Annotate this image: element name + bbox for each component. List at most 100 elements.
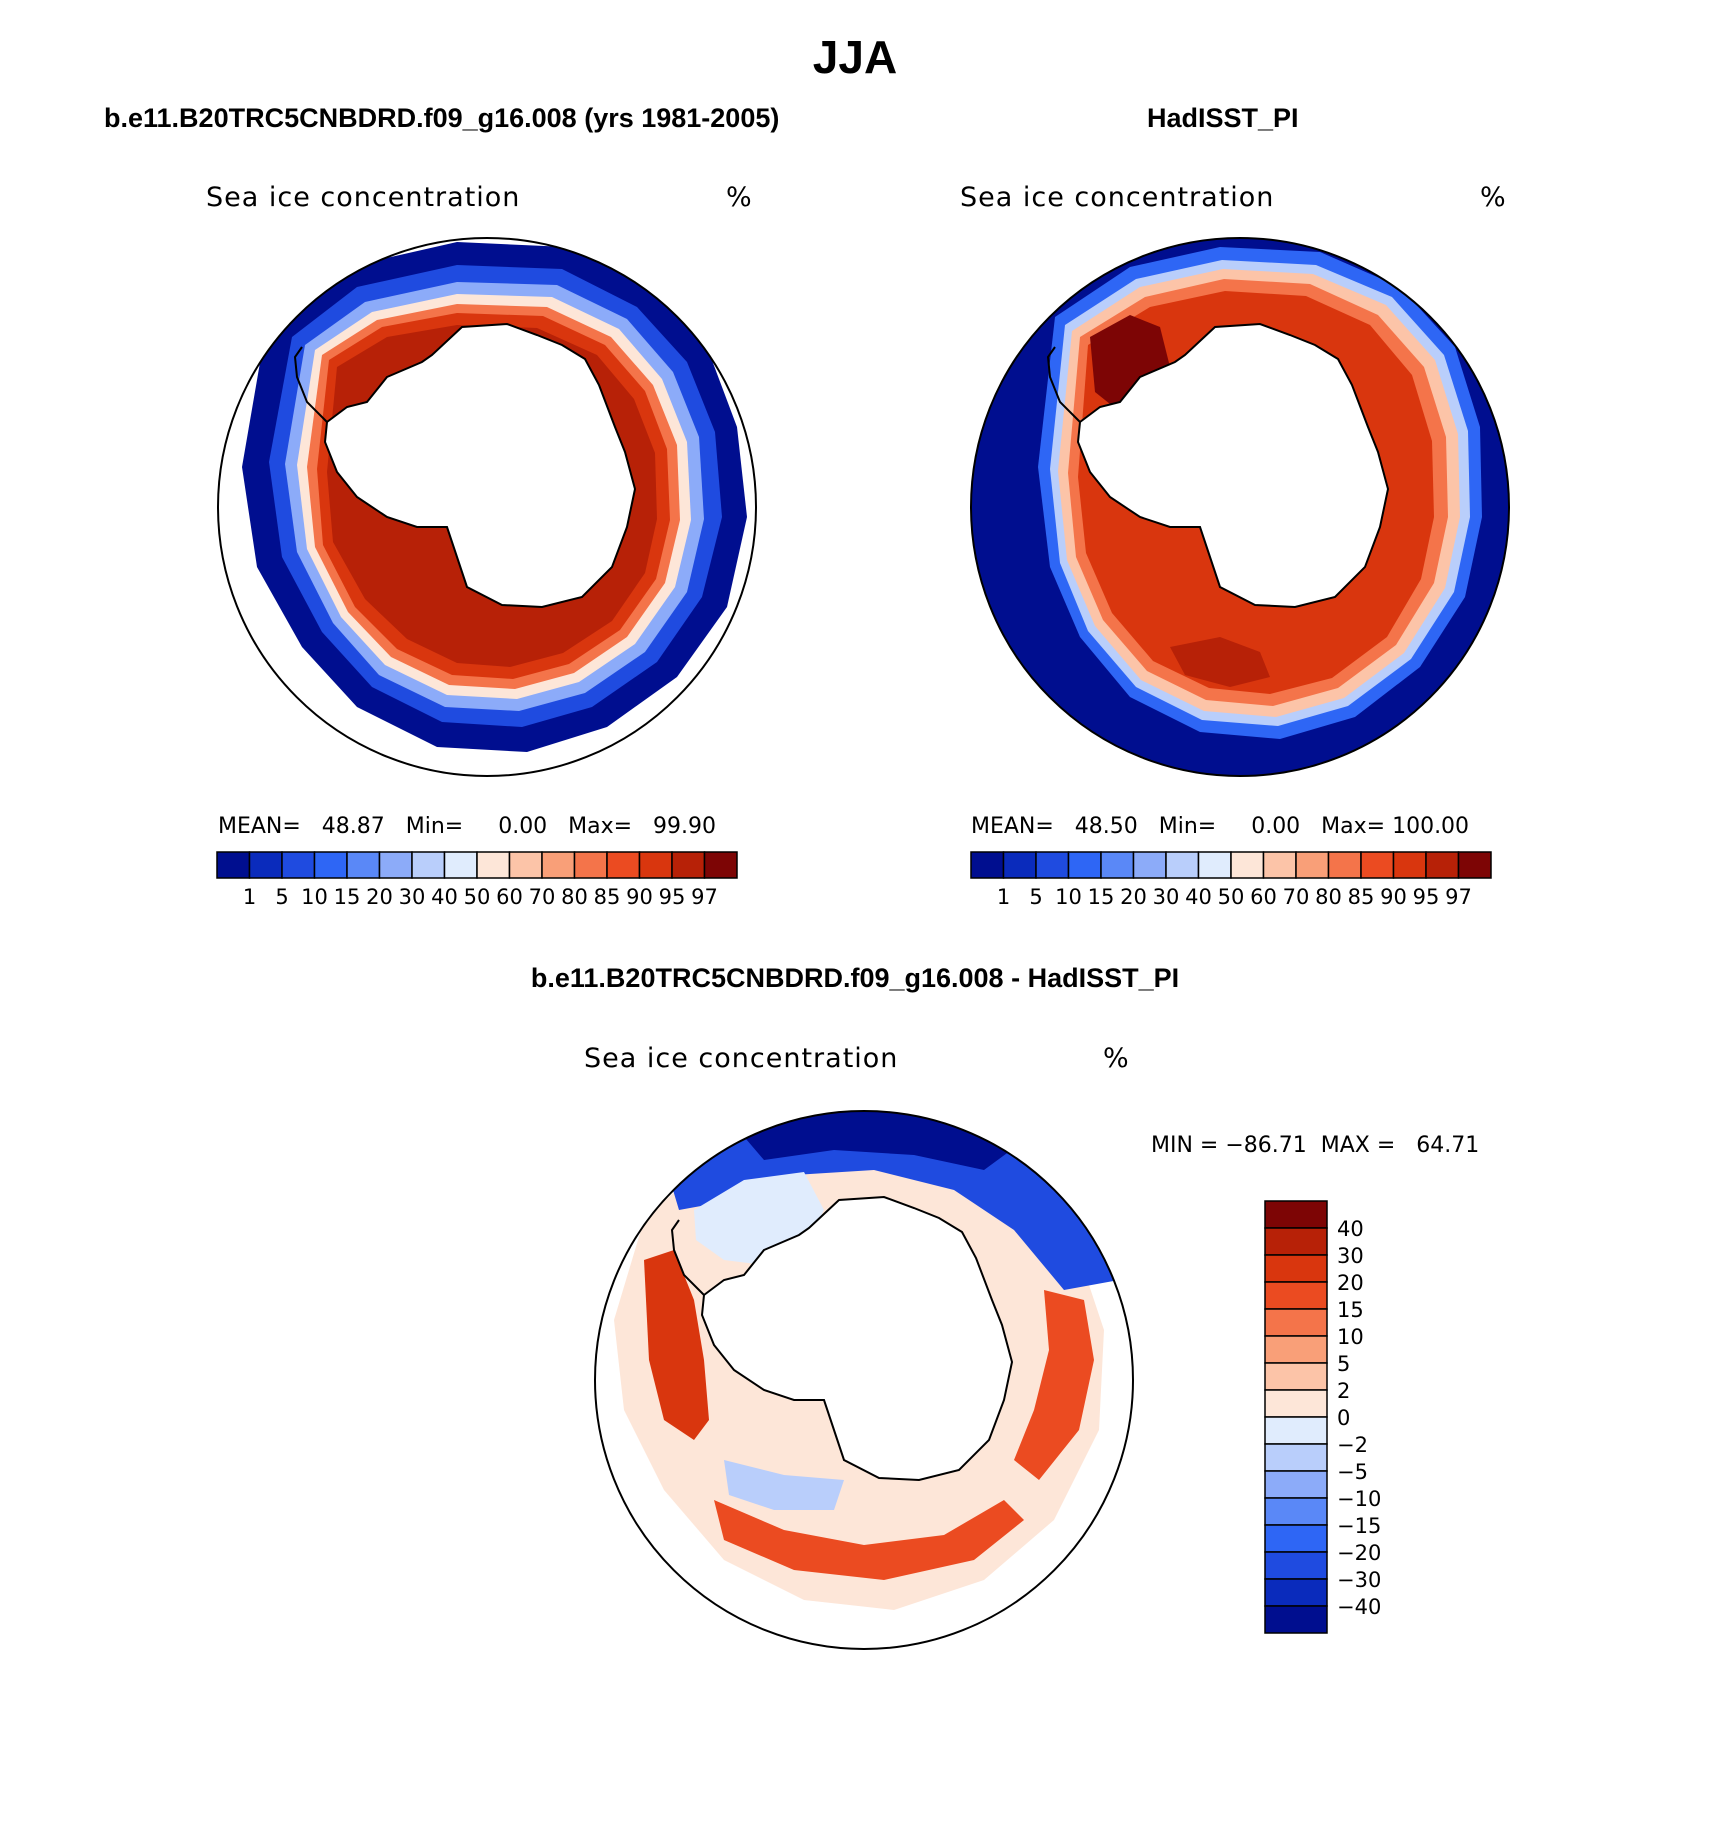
left-colorbar-tick-label: 5: [275, 885, 288, 909]
right-panel-title: HadISST_PI: [1147, 103, 1299, 133]
diff-ross-light: [724, 1460, 844, 1510]
right-colorbar-box-2: [1035, 851, 1070, 879]
left-colorbar-tick-label: 30: [399, 885, 426, 909]
right-colorbar-box-8: [1230, 851, 1265, 879]
diff-positive-south: [714, 1500, 1024, 1580]
left-colorbar-tick-label: 85: [594, 885, 621, 909]
left-colorbar-box-1: [248, 851, 283, 879]
left-polar-map: [217, 237, 757, 777]
diff-colorbar-box-1: [1264, 1227, 1328, 1256]
right-colorbar-box-14: [1425, 851, 1460, 879]
diff-positive-east: [1014, 1290, 1094, 1480]
diff-colorbar-box-9: [1264, 1443, 1328, 1472]
left-colorbar-tick-label: 15: [334, 885, 361, 909]
diff-colorbar-box-14: [1264, 1578, 1328, 1607]
right-colorbar-box-4: [1100, 851, 1135, 879]
left-colorbar: 1 5 10 15 20 30 40 50 60 70 80 85 90 95 97: [216, 851, 738, 909]
right-antarctica-continent: [1076, 322, 1390, 609]
left-field-name: Sea ice concentration: [206, 182, 521, 213]
right-colorbar-box-9: [1262, 851, 1297, 879]
left-colorbar-tick-label: 20: [366, 885, 393, 909]
diff-colorbar-tick-label: 10: [1337, 1325, 1364, 1349]
diff-colorbar-box-2: [1264, 1254, 1328, 1283]
left-colorbar-tick-label: 40: [431, 885, 458, 909]
left-colorbar-tick-label: 50: [464, 885, 491, 909]
right-field-name: Sea ice concentration: [960, 182, 1275, 213]
left-colorbar-box-10: [541, 851, 576, 879]
right-colorbar-box-6: [1165, 851, 1200, 879]
left-colorbar-box-14: [671, 851, 706, 879]
diff-colorbar-tick-label: −15: [1337, 1514, 1381, 1538]
left-colorbar-tick-label: 70: [529, 885, 556, 909]
right-colorbar-tick-label: 97: [1445, 885, 1472, 909]
right-colorbar-tick-label: 85: [1348, 885, 1375, 909]
figure-title: JJA: [812, 31, 898, 83]
right-colorbar-box-15: [1457, 851, 1492, 879]
right-colorbar-tick-label: 95: [1413, 885, 1440, 909]
diff-colorbar-box-6: [1264, 1362, 1328, 1391]
diff-colorbar-tick-label: 15: [1337, 1298, 1364, 1322]
left-colorbar-tick-label: 1: [243, 885, 256, 909]
right-map-border: [970, 237, 1510, 777]
right-colorbar-box-0: [970, 851, 1005, 879]
right-colorbar-box-13: [1392, 851, 1427, 879]
left-colorbar-box-0: [216, 851, 251, 879]
right-colorbar-tick-label: 80: [1315, 885, 1342, 909]
diff-colorbar-box-7: [1264, 1389, 1328, 1418]
right-colorbar-tick-label: 40: [1185, 885, 1212, 909]
right-colorbar-box-12: [1360, 851, 1395, 879]
left-units: %: [726, 182, 753, 213]
right-peninsula: [1046, 346, 1081, 423]
diff-colorbar-tick-label: −2: [1337, 1433, 1368, 1457]
right-colorbar-tick-label: 50: [1218, 885, 1245, 909]
right-stats: MEAN= 48.50 Min= 0.00 Max= 100.00: [971, 814, 1470, 839]
left-colorbar-box-9: [508, 851, 543, 879]
left-colorbar-box-7: [443, 851, 478, 879]
left-colorbar-tick-label: 80: [561, 885, 588, 909]
left-colorbar-tick-label: 97: [691, 885, 718, 909]
right-colorbar-box-5: [1132, 851, 1167, 879]
left-colorbar-box-13: [638, 851, 673, 879]
left-colorbar-box-11: [573, 851, 608, 879]
diff-colorbar-tick-label: −40: [1337, 1595, 1381, 1619]
diff-colorbar-tick-label: 2: [1337, 1379, 1350, 1403]
right-colorbar-tick-label: 10: [1055, 885, 1082, 909]
diff-colorbar-box-12: [1264, 1524, 1328, 1553]
left-colorbar-tick-label: 10: [301, 885, 328, 909]
right-colorbar-box-7: [1197, 851, 1232, 879]
right-colorbar-box-11: [1327, 851, 1362, 879]
left-colorbar-tick-label: 90: [626, 885, 653, 909]
diff-colorbar-tick-label: 0: [1337, 1406, 1350, 1430]
diff-colorbar-box-11: [1264, 1497, 1328, 1526]
right-colorbar-tick-label: 1: [997, 885, 1010, 909]
diff-colorbar-box-3: [1264, 1281, 1328, 1310]
left-colorbar-box-5: [378, 851, 413, 879]
right-dark-ice-ross: [1170, 637, 1270, 687]
left-colorbar-tick-label: 60: [496, 885, 523, 909]
diff-negative-north-deep: [734, 1111, 1014, 1170]
diff-colorbar-box-13: [1264, 1551, 1328, 1580]
diff-colorbar-tick-label: −20: [1337, 1541, 1381, 1565]
diff-colorbar-tick-label: −5: [1337, 1460, 1368, 1484]
right-colorbar-tick-label: 70: [1283, 885, 1310, 909]
diff-colorbar-tick-label: 20: [1337, 1271, 1364, 1295]
diff-panel-title: b.e11.B20TRC5CNBDRD.f09_g16.008 - HadISS…: [530, 963, 1180, 993]
diff-colorbar-box-8: [1264, 1416, 1328, 1445]
right-colorbar-box-3: [1067, 851, 1102, 879]
diff-stats: MIN = −86.71 MAX = 64.71: [1151, 1133, 1480, 1158]
right-colorbar-tick-label: 30: [1153, 885, 1180, 909]
diff-field-name: Sea ice concentration: [584, 1043, 899, 1074]
diff-units: %: [1103, 1043, 1130, 1074]
right-ice-field: [971, 238, 1509, 776]
left-antarctica-continent: [323, 322, 637, 609]
left-colorbar-box-2: [281, 851, 316, 879]
diff-colorbar-box-0: [1264, 1200, 1328, 1229]
left-colorbar-box-6: [411, 851, 446, 879]
left-colorbar-box-15: [703, 851, 738, 879]
diff-colorbar-box-10: [1264, 1470, 1328, 1499]
diff-positive-west: [644, 1250, 709, 1440]
right-colorbar-tick-label: 60: [1250, 885, 1277, 909]
left-colorbar-box-8: [476, 851, 511, 879]
diff-colorbar-box-15: [1264, 1605, 1328, 1634]
